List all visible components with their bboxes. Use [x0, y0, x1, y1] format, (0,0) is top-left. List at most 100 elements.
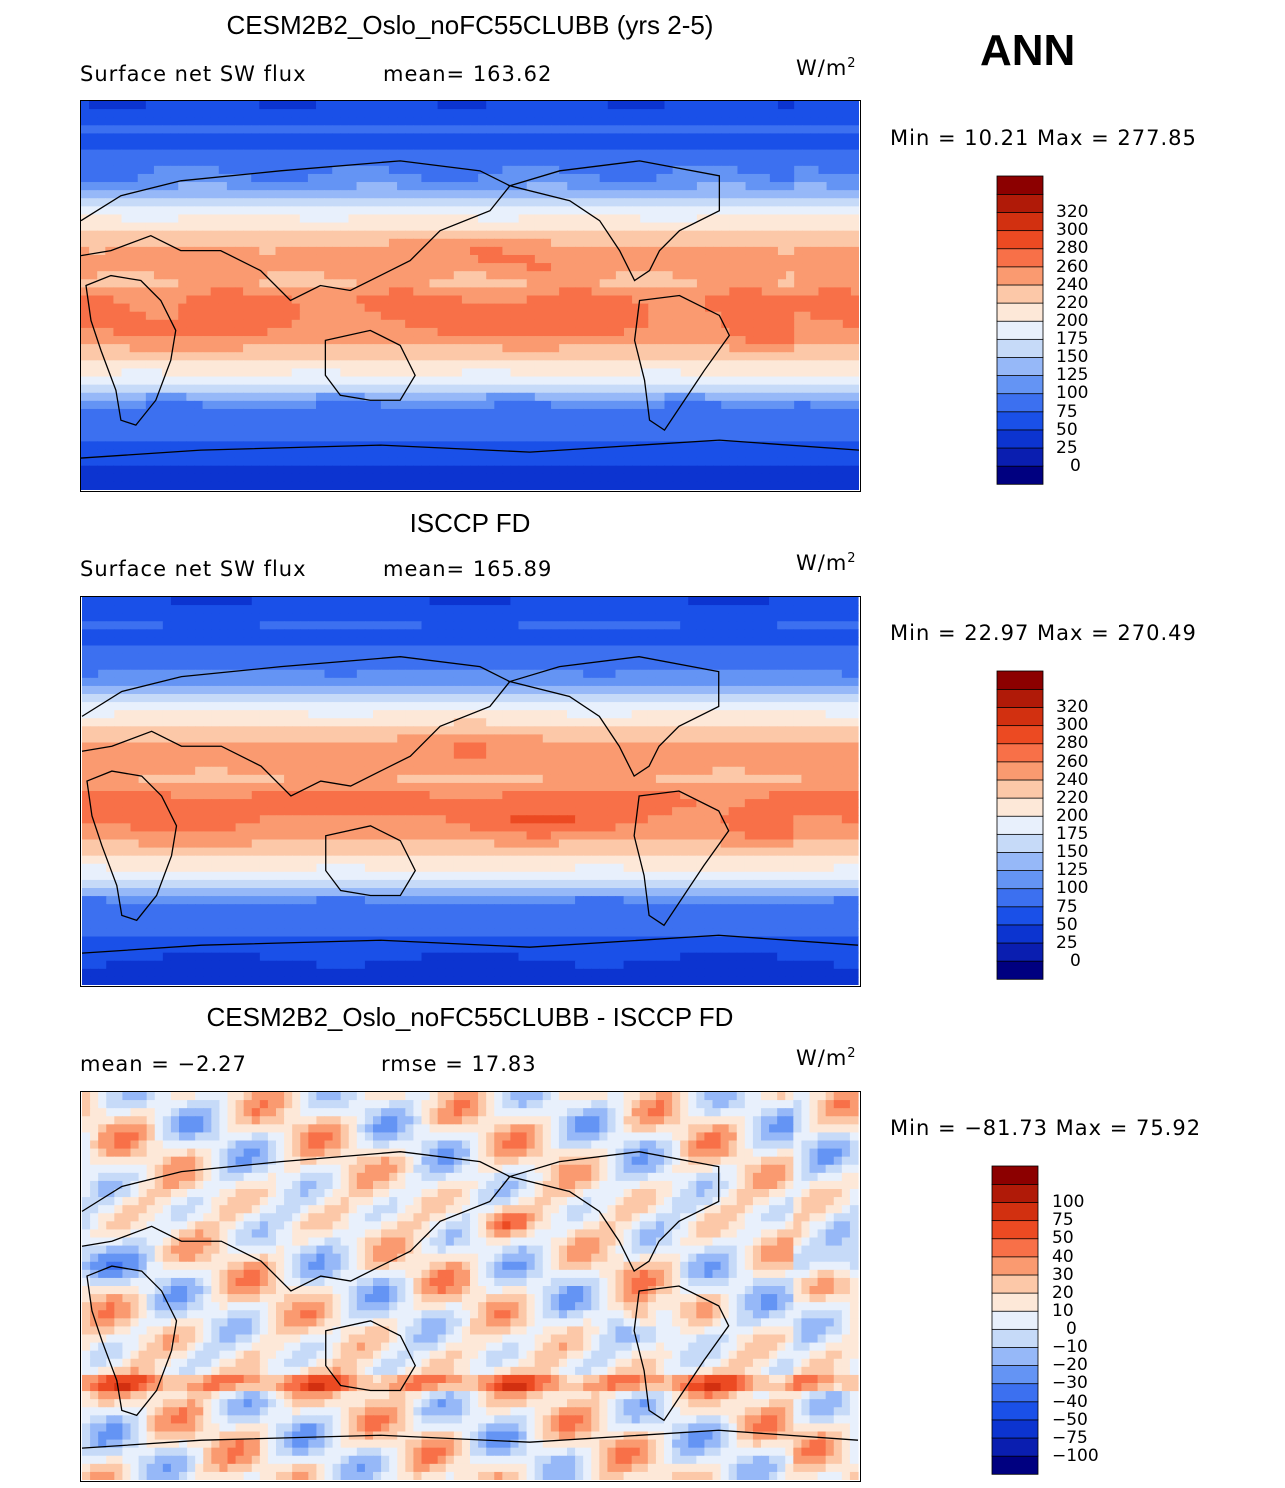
colorbar-swatch	[996, 429, 1044, 449]
panel-3-title: CESM2B2_Oslo_noFC55CLUBB - ISCCP FD	[206, 1002, 734, 1032]
colorbar-tick-label: 320	[1056, 202, 1089, 223]
colorbar-tick-label: 200	[1056, 805, 1089, 826]
colorbar-swatch	[996, 266, 1044, 286]
coastline	[633, 294, 731, 432]
colorbar-swatch	[991, 1201, 1039, 1222]
colorbar-swatch	[996, 411, 1044, 431]
colorbar-swatch	[991, 1383, 1039, 1403]
coastline	[86, 770, 178, 922]
colorbar-swatch	[996, 248, 1044, 268]
colorbar-swatch	[991, 1437, 1039, 1457]
colorbar-tick-label: 25	[1056, 932, 1078, 953]
season-label: ANN	[980, 26, 1076, 75]
panel-1-units: W/m2	[796, 56, 857, 80]
colorbar-tick-label: 100	[1056, 383, 1089, 404]
colorbar-tick-label: 175	[1056, 824, 1089, 845]
panel-2-minmax: Min = 22.97 Max = 270.49	[890, 621, 1197, 645]
colorbar-swatch	[991, 1219, 1039, 1240]
colorbar-swatch	[996, 706, 1044, 727]
colorbar-swatch	[996, 724, 1044, 745]
colorbar-swatch	[991, 1364, 1039, 1385]
colorbar-swatch	[991, 1274, 1039, 1294]
colorbar-swatch	[996, 761, 1044, 781]
panel-3-rmse: rmse = 17.83	[381, 1052, 537, 1076]
colorbar-tick-label: 0	[1070, 950, 1081, 971]
colorbar-tick-label: 240	[1056, 274, 1089, 295]
colorbar-swatch	[996, 320, 1044, 340]
panel-1-map	[80, 100, 861, 492]
panel-2-map	[80, 596, 861, 987]
colorbar-swatch	[996, 465, 1044, 485]
panel-3-minmax: Min = −81.73 Max = 75.92	[890, 1116, 1202, 1140]
colorbar-tick-label: 50	[1056, 419, 1078, 440]
colorbar-tick-label: −50	[1052, 1409, 1088, 1430]
colorbar-tick-label: −30	[1052, 1373, 1088, 1394]
colorbar-tick-label: 10	[1052, 1300, 1074, 1321]
coastline	[81, 1151, 511, 1292]
coastline	[633, 790, 730, 927]
colorbar-swatch	[996, 229, 1044, 250]
coastline	[507, 1151, 720, 1273]
colorbar-tick-label: 100	[1052, 1192, 1085, 1213]
colorbar-swatch	[996, 797, 1044, 817]
colorbar-swatch	[991, 1183, 1039, 1203]
colorbar-tick-label: 200	[1056, 310, 1089, 331]
colorbar-swatch	[996, 193, 1044, 213]
colorbar-swatch	[996, 906, 1044, 926]
colorbar-tick-label: 280	[1056, 238, 1089, 259]
colorbar-tick-label: 25	[1056, 437, 1078, 458]
colorbar-tick-label: −10	[1052, 1337, 1088, 1358]
panel-1-mean: mean= 163.62	[383, 62, 553, 86]
panel-1-title: CESM2B2_Oslo_noFC55CLUBB (yrs 2-5)	[226, 10, 714, 40]
panel-1-field	[81, 101, 859, 490]
colorbar-tick-label: −40	[1052, 1391, 1088, 1412]
colorbar-swatch	[996, 960, 1044, 980]
panel-3-field	[81, 1092, 859, 1480]
colorbar-tick-label: 260	[1056, 751, 1089, 772]
coastline	[507, 160, 721, 282]
colorbar-swatch	[996, 815, 1044, 835]
colorbar-swatch	[996, 942, 1044, 962]
panel-1-colorbar	[996, 175, 1044, 485]
panel-2-colorbar	[996, 670, 1044, 980]
panel-2-variable: Surface net SW flux	[80, 557, 307, 581]
colorbar-tick-label: 75	[1056, 401, 1078, 422]
colorbar-tick-label: −100	[1052, 1445, 1099, 1466]
colorbar-tick-label: 240	[1056, 769, 1089, 790]
colorbar-tick-label: 0	[1070, 455, 1081, 476]
colorbar-swatch	[996, 924, 1044, 944]
coastline	[325, 1320, 417, 1392]
coastline	[507, 656, 720, 778]
colorbar-swatch	[991, 1292, 1039, 1312]
colorbar-swatch	[991, 1419, 1039, 1439]
coastline	[86, 1265, 178, 1417]
coastline	[81, 1429, 859, 1449]
colorbar-tick-label: 260	[1056, 256, 1089, 277]
coastline	[325, 825, 417, 897]
colorbar-swatch	[996, 356, 1044, 376]
colorbar-tick-label: 125	[1056, 860, 1089, 881]
colorbar-swatch	[991, 1401, 1039, 1421]
colorbar-swatch	[996, 211, 1044, 232]
colorbar-swatch	[996, 743, 1044, 763]
panel-1-variable: Surface net SW flux	[80, 62, 307, 86]
colorbar-swatch	[996, 374, 1044, 395]
colorbar-swatch	[991, 1165, 1039, 1185]
colorbar-swatch	[996, 284, 1044, 304]
colorbar-tick-label: 320	[1056, 697, 1089, 718]
colorbar-swatch	[991, 1328, 1039, 1348]
panel-3-map	[80, 1091, 861, 1482]
colorbar-tick-label: 280	[1056, 733, 1089, 754]
colorbar-tick-label: 20	[1052, 1282, 1074, 1303]
panel-3-units: W/m2	[796, 1046, 857, 1070]
coastline	[633, 1285, 730, 1422]
coastline	[324, 329, 416, 401]
colorbar-swatch	[996, 302, 1044, 322]
colorbar-tick-label: 30	[1052, 1264, 1074, 1285]
colorbar-tick-label: −75	[1052, 1427, 1088, 1448]
panel-2-mean: mean= 165.89	[383, 557, 553, 581]
colorbar-tick-label: 300	[1056, 715, 1089, 736]
colorbar-swatch	[996, 447, 1044, 467]
coastline	[81, 656, 511, 797]
colorbar-swatch	[991, 1310, 1039, 1330]
